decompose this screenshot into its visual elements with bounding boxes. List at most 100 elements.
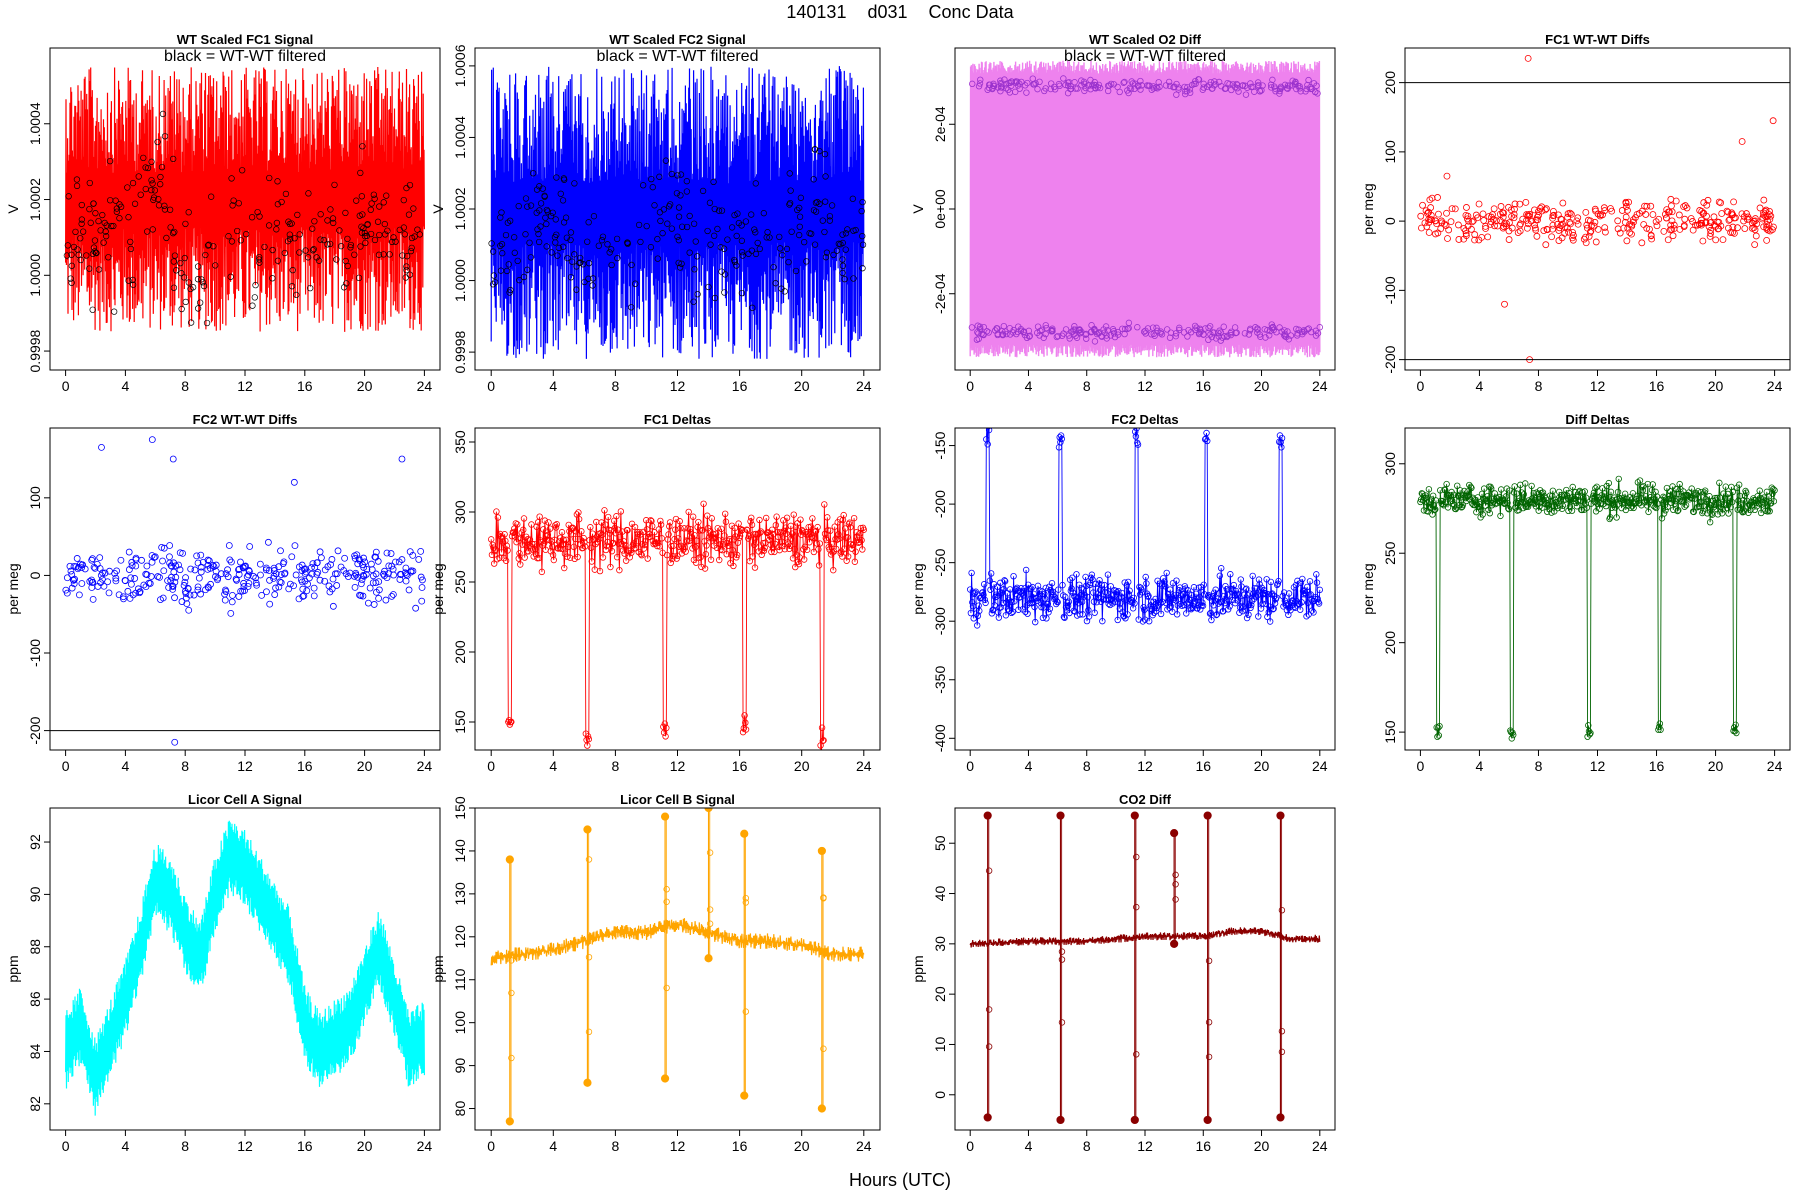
data-point <box>302 568 310 576</box>
data-point <box>375 594 383 602</box>
data-point <box>281 569 289 577</box>
data-point <box>1698 221 1705 229</box>
filtered-point <box>998 327 1006 335</box>
data-point <box>594 538 601 546</box>
data-point <box>1766 208 1773 215</box>
data-point <box>1553 499 1560 506</box>
data-point <box>1037 599 1045 606</box>
data-point <box>1475 500 1483 508</box>
filtered-point <box>718 268 725 275</box>
filtered-point <box>129 276 136 284</box>
filtered-point <box>1281 327 1288 334</box>
filtered-point <box>973 336 981 343</box>
filtered-point <box>675 213 683 220</box>
data-point <box>1297 606 1304 613</box>
filtered-point <box>1173 91 1180 98</box>
data-point <box>732 533 739 540</box>
spike-point-low <box>1170 939 1179 948</box>
filtered-point <box>151 187 159 194</box>
data-point <box>1699 210 1707 217</box>
data-point <box>1497 512 1504 520</box>
data-point <box>187 565 195 573</box>
data-point <box>813 540 821 547</box>
filtered-point <box>668 170 675 178</box>
figure-title-day: d031 <box>867 2 908 22</box>
data-point <box>1454 482 1461 490</box>
data-point <box>1103 596 1110 603</box>
filtered-point <box>822 173 829 180</box>
data-point <box>1135 616 1142 623</box>
data-point <box>1764 508 1771 515</box>
filtered-point <box>1087 86 1094 93</box>
filtered-point <box>826 213 834 220</box>
data-point <box>1058 948 1066 955</box>
filtered-point <box>273 219 281 227</box>
filtered-point <box>1163 326 1171 333</box>
filtered-point <box>158 163 166 171</box>
data-point <box>237 558 244 566</box>
data-point <box>392 558 399 566</box>
data-point <box>1703 201 1711 209</box>
filtered-point <box>1235 88 1242 95</box>
filtered-point <box>816 200 823 208</box>
filtered-point <box>403 184 410 192</box>
data-point <box>493 508 500 515</box>
data-point <box>830 566 837 574</box>
filtered-point <box>555 244 563 252</box>
filtered-point <box>975 83 983 90</box>
data-point <box>1647 494 1654 501</box>
panel-title: Licor Cell B Signal <box>620 792 735 807</box>
filtered-point <box>1142 330 1149 337</box>
data-point <box>70 576 78 584</box>
data-point <box>1299 575 1306 583</box>
data-point <box>418 597 426 605</box>
data-point <box>978 589 986 597</box>
filtered-point <box>1018 78 1025 86</box>
filtered-point <box>1036 332 1043 339</box>
data-point <box>1426 196 1434 204</box>
data-point <box>272 570 280 578</box>
filtered-point <box>414 226 421 233</box>
filtered-point <box>859 198 866 206</box>
data-point <box>617 508 625 515</box>
data-point <box>1731 728 1739 735</box>
filtered-point <box>1314 330 1322 337</box>
data-point <box>1673 490 1681 498</box>
data-point <box>751 564 759 571</box>
data-point <box>67 567 75 575</box>
filtered-point <box>106 157 114 165</box>
filtered-point <box>200 282 208 290</box>
data-point <box>132 556 140 563</box>
data-point <box>245 579 253 587</box>
series-signal-p3 <box>969 60 1321 358</box>
filtered-point <box>261 243 268 251</box>
filtered-point <box>274 178 281 185</box>
data-point <box>1614 488 1622 496</box>
data-point <box>1287 607 1294 614</box>
data-point <box>257 571 264 579</box>
filtered-point <box>1209 329 1216 336</box>
filtered-point <box>317 236 324 243</box>
data-point <box>166 542 174 549</box>
data-point <box>1316 586 1323 594</box>
x-tick-label: 16 <box>297 758 313 774</box>
filtered-point <box>199 279 206 286</box>
data-point <box>1573 217 1581 225</box>
data-point <box>1628 221 1636 229</box>
filtered-point <box>997 79 1004 87</box>
filtered-point <box>608 246 615 253</box>
data-point <box>1523 224 1531 232</box>
data-point <box>235 565 243 573</box>
filtered-point <box>1211 78 1218 85</box>
data-point <box>1614 217 1622 225</box>
filtered-point <box>73 182 81 189</box>
filtered-point <box>515 202 522 210</box>
data-point <box>762 514 770 522</box>
filtered-point <box>783 245 791 253</box>
data-point <box>1303 613 1310 620</box>
filtered-point <box>1140 328 1148 335</box>
data-point <box>128 562 136 570</box>
x-tick-label: 20 <box>357 758 373 774</box>
data-point <box>1667 499 1675 506</box>
data-point <box>299 585 307 593</box>
